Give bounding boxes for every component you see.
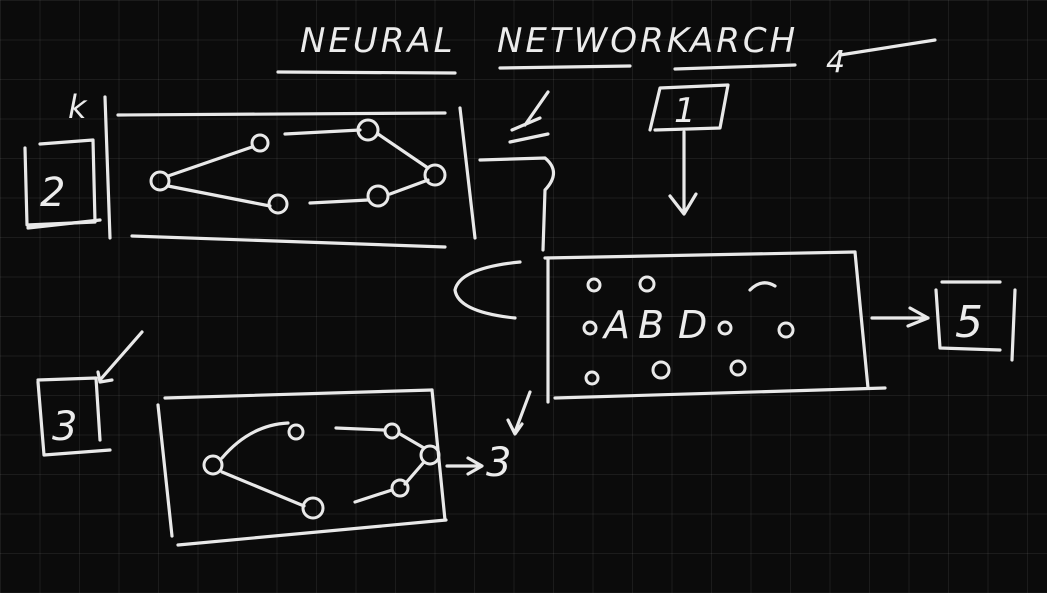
box-5-label: 5 (955, 297, 983, 348)
label-tick-k: k (68, 88, 88, 126)
net1-node-top1 (250, 133, 270, 153)
center-node (586, 277, 602, 293)
net1-edge (376, 132, 430, 170)
center-letter-d: D (678, 303, 707, 347)
net3-top-line (163, 388, 434, 400)
box-5-frame (934, 280, 1002, 352)
net3-edge (353, 488, 394, 504)
net1-right-bar (458, 106, 477, 240)
net1-node-bot2 (366, 184, 390, 208)
net1-top-line (116, 111, 447, 117)
net3-node-output (419, 444, 441, 466)
net1-edge (166, 184, 272, 208)
center-to-5-arrow (870, 306, 930, 328)
net1-bottom-line (130, 234, 447, 249)
net1-output-connector (478, 156, 556, 252)
net1-input-mark (508, 90, 550, 144)
title-word-neural: NEURAL (300, 21, 456, 61)
box-5-right-bar (1010, 288, 1017, 362)
net1-edge (166, 145, 254, 178)
box-3-frame (36, 376, 112, 457)
center-bottom-line (553, 386, 887, 400)
title-word-arch: ARCH (688, 21, 798, 61)
title-underline-3 (673, 63, 797, 71)
center-loop-arrow (453, 260, 522, 320)
title-underline-1 (276, 70, 457, 75)
center-node (638, 275, 656, 293)
box-3-label: 3 (52, 404, 77, 450)
center-node (717, 320, 733, 336)
net1-edge (308, 198, 370, 205)
net1-edge (388, 178, 430, 196)
center-node (651, 360, 671, 380)
title-word-network: NETWORK (497, 21, 692, 61)
net3-bottom-line (176, 518, 448, 547)
title-underline-2 (498, 64, 632, 70)
center-letter-b: B (638, 303, 664, 347)
net3-output-arrow (445, 456, 484, 476)
box-2-underline (26, 218, 102, 230)
box-1-arrow-down (668, 130, 698, 216)
net1-node-input (149, 170, 171, 192)
center-top-line (543, 250, 857, 260)
net3-node-bot1 (301, 496, 325, 520)
center-node (582, 320, 598, 336)
net1-node-bot1 (267, 193, 289, 215)
box-2-label: 2 (40, 170, 65, 216)
label-four: 4 (826, 45, 845, 80)
box-1-label: 1 (674, 91, 696, 131)
net3-left-bar (156, 403, 174, 538)
net3-edge (334, 426, 386, 432)
box-3-arrow (96, 330, 144, 384)
net3-node-top1 (287, 423, 305, 441)
net3-edge (398, 432, 426, 450)
net1-node-output (423, 163, 447, 187)
net1-left-bar (103, 95, 112, 240)
center-letter-a: A (601, 303, 630, 347)
center-node (584, 370, 600, 386)
net3-edge (220, 421, 290, 460)
center-node (777, 321, 795, 339)
net3-up-arrow (506, 390, 532, 436)
center-right-bar (853, 250, 870, 390)
center-node-arc (748, 281, 777, 292)
net3-node-input (202, 454, 224, 476)
net3-node-top2 (383, 422, 401, 440)
net3-node-bot2 (390, 478, 410, 498)
net3-output-label: 3 (486, 440, 511, 486)
net3-edge (403, 460, 426, 486)
net1-edge (283, 128, 362, 136)
box-1-frame (648, 83, 730, 132)
center-node (729, 359, 747, 377)
net3-edge (220, 470, 306, 508)
title-arrow (838, 38, 937, 57)
